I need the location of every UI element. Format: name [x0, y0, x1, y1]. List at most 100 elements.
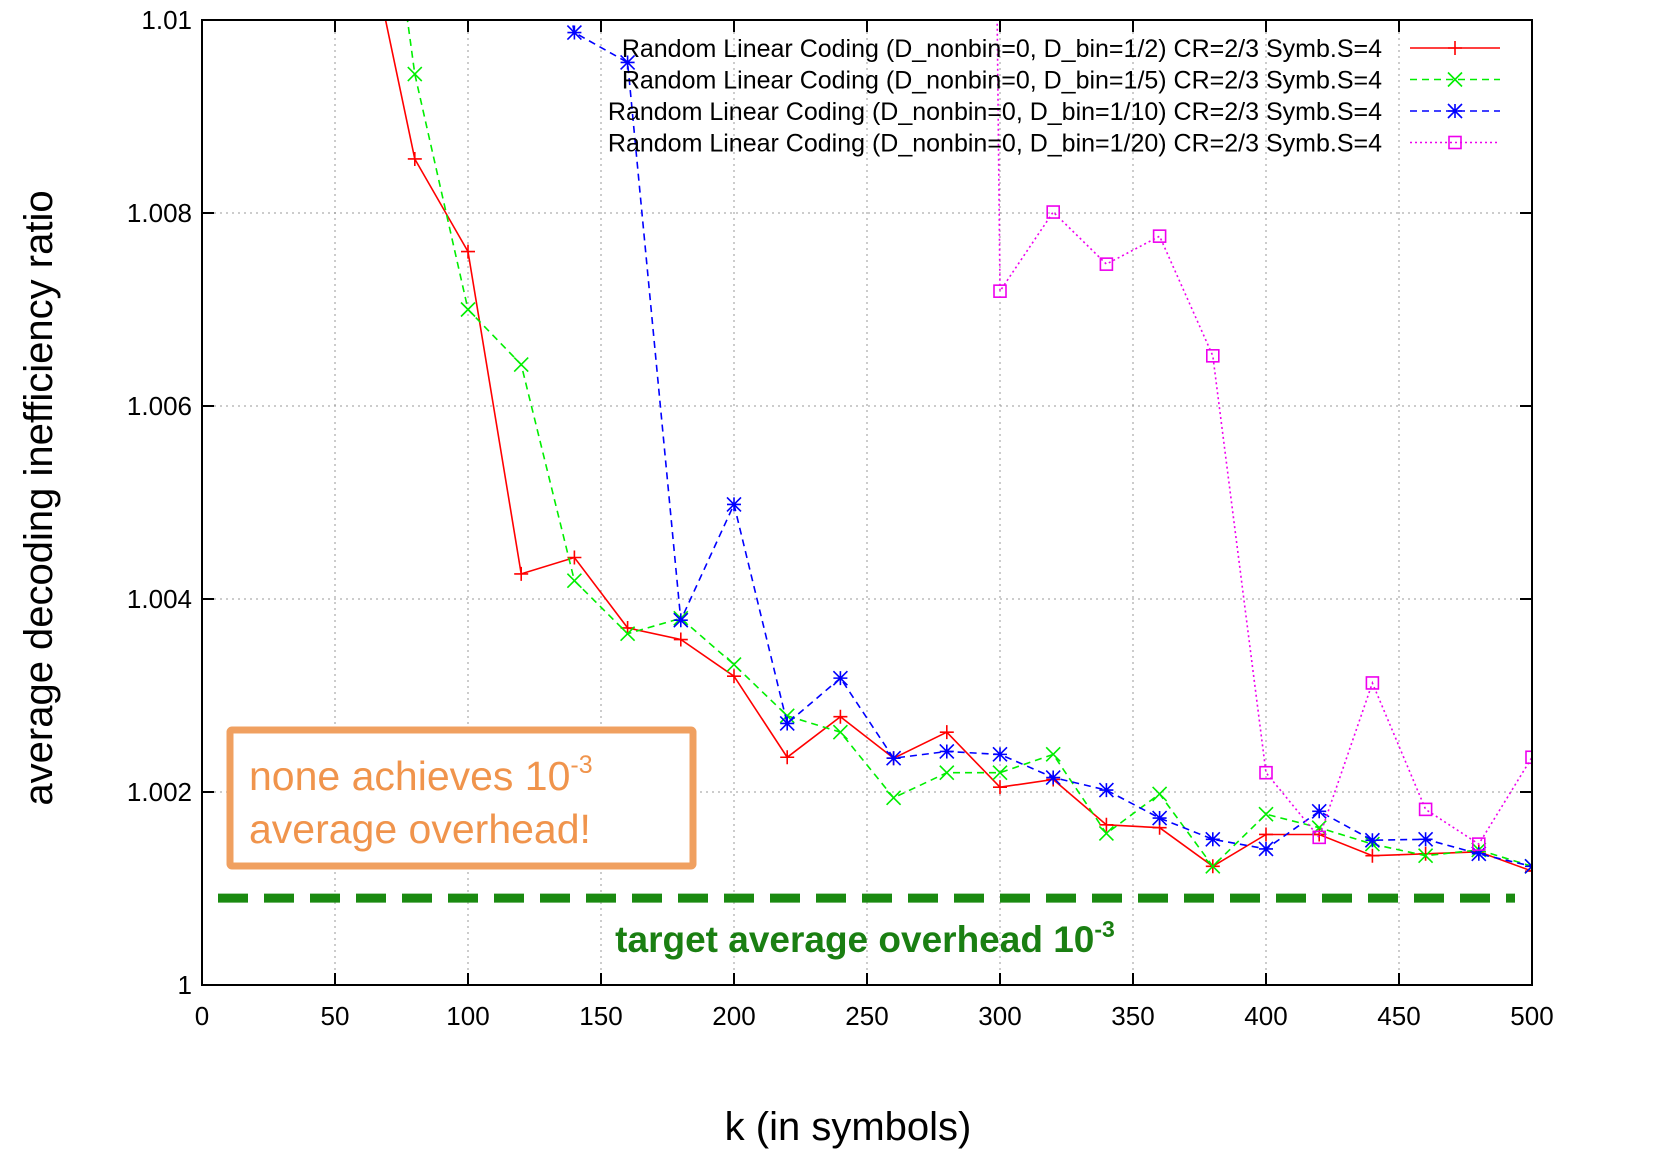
- series-3-point: [992, 746, 1008, 762]
- series-4-point: [1312, 830, 1326, 845]
- y-axis-title: average decoding inefficiency ratio: [17, 190, 61, 805]
- series-3-point: [1364, 832, 1380, 848]
- x-tick-label: 350: [1111, 1001, 1154, 1031]
- series-4-point: [1365, 676, 1380, 690]
- legend-marker-4: [1448, 135, 1462, 150]
- note-line-1-exponent: -3: [570, 751, 592, 779]
- target-overhead-label: target average overhead 10-3: [615, 916, 1115, 960]
- series-3-point: [566, 24, 582, 41]
- series-2-point: [726, 657, 742, 673]
- legend-label-3: Random Linear Coding (D_nonbin=0, D_bin=…: [608, 98, 1382, 126]
- series-2-point: [992, 765, 1008, 781]
- legend-marker-2: [1447, 71, 1463, 88]
- series-3-point: [1205, 831, 1221, 847]
- note-line-1-text: none achieves 10: [249, 753, 570, 799]
- series-4-point: [1472, 837, 1486, 851]
- x-tick-label: 400: [1244, 1001, 1287, 1031]
- series-4-point: [1152, 229, 1167, 243]
- series-4-point: [1046, 205, 1060, 219]
- series-3-point: [886, 750, 902, 766]
- y-tick-label: 1.002: [127, 777, 192, 807]
- series-2-point: [1152, 786, 1168, 802]
- target-overhead-label-exponent: -3: [1094, 916, 1114, 942]
- tick-marks: [201, 19, 1533, 986]
- series-2-point: [939, 765, 955, 781]
- series-3-point: [1152, 810, 1168, 826]
- x-tick-label: 50: [321, 1001, 350, 1031]
- series-1-point: [993, 780, 1007, 795]
- series-layer: [384, 20, 1532, 879]
- note-line-1: none achieves 10-3: [249, 751, 593, 799]
- series-3: [566, 20, 1532, 874]
- series-4-point: [993, 284, 1007, 298]
- series-3-point: [726, 496, 742, 512]
- series-2-point: [886, 790, 902, 806]
- x-tick-label: 450: [1377, 1001, 1420, 1031]
- series-2-point: [407, 66, 423, 82]
- x-tick-label: 250: [845, 1001, 888, 1031]
- series-1-point: [407, 151, 422, 166]
- series-1-point: [1259, 827, 1273, 842]
- series-3-point: [1471, 846, 1487, 862]
- series-1-point: [727, 669, 741, 684]
- series-2-point: [460, 301, 476, 318]
- series-4-point: [1099, 257, 1114, 271]
- series-1-point: [939, 725, 954, 740]
- legend-label-1: Random Linear Coding (D_nonbin=0, D_bin=…: [622, 35, 1382, 63]
- note-line-2: average overhead!: [249, 806, 591, 852]
- series-3-line: [570, 20, 1532, 868]
- series-3-point: [832, 670, 848, 686]
- series-1-point: [567, 550, 582, 565]
- series-1-point: [1312, 827, 1327, 842]
- note-box: [226, 726, 697, 870]
- series-3-point: [1311, 803, 1327, 819]
- series-4-point: [1206, 349, 1220, 363]
- x-axis-title: k (in symbols): [725, 1105, 972, 1149]
- series-3-point: [1258, 841, 1274, 857]
- series-1-point: [833, 709, 848, 724]
- series-1-point: [514, 566, 529, 581]
- series-1-point: [1099, 817, 1114, 832]
- series-3-point: [620, 54, 636, 71]
- series-4-line: [996, 20, 1532, 846]
- series-3-point: [1098, 782, 1114, 798]
- series-2-point: [620, 626, 636, 642]
- series-4-point: [1259, 765, 1273, 780]
- series-2-point: [1258, 806, 1274, 822]
- series-2-point: [1418, 848, 1434, 864]
- series-4-point: [1418, 802, 1433, 817]
- series-2-point: [1045, 746, 1061, 762]
- series-2-point: [566, 573, 582, 589]
- series-4: [993, 20, 1532, 851]
- series-3-point: [779, 715, 795, 732]
- legend-label-2: Random Linear Coding (D_nonbin=0, D_bin=…: [622, 67, 1382, 95]
- y-tick-label: 1.006: [127, 391, 192, 421]
- series-3-point: [939, 743, 955, 760]
- y-tick-label: 1.008: [127, 198, 192, 228]
- series-1-point: [780, 750, 795, 765]
- series-1-point: [461, 244, 475, 259]
- x-tick-label: 500: [1510, 1001, 1553, 1031]
- legend: Random Linear Coding (D_nonbin=0, D_bin=…: [608, 35, 1500, 158]
- x-tick-label: 100: [446, 1001, 489, 1031]
- series-4-point: [1525, 750, 1532, 765]
- series-3-point: [1418, 831, 1434, 847]
- tick-labels: 0 50 100 150 200 250 300 350 400 450 500 1 1.002 1.00…: [127, 5, 1554, 1031]
- series-3-point: [1045, 769, 1061, 786]
- x-tick-label: 150: [579, 1001, 622, 1031]
- series-3-point: [673, 612, 689, 628]
- y-tick-label: 1.01: [141, 5, 192, 35]
- legend-label-4: Random Linear Coding (D_nonbin=0, D_bin=…: [608, 130, 1382, 158]
- x-tick-label: 200: [712, 1001, 755, 1031]
- series-2-point: [1205, 858, 1221, 874]
- legend-marker-1: [1448, 41, 1462, 55]
- series-1-point: [1418, 846, 1433, 861]
- series-2-point: [1098, 825, 1114, 842]
- x-tick-label: 300: [978, 1001, 1021, 1031]
- series-1-point: [1365, 848, 1380, 863]
- series-1-point: [673, 632, 688, 647]
- y-tick-label: 1: [178, 970, 192, 1000]
- annotation-layer: target average overhead 10-3 none achiev…: [218, 726, 1515, 960]
- x-tick-label: 0: [195, 1001, 209, 1031]
